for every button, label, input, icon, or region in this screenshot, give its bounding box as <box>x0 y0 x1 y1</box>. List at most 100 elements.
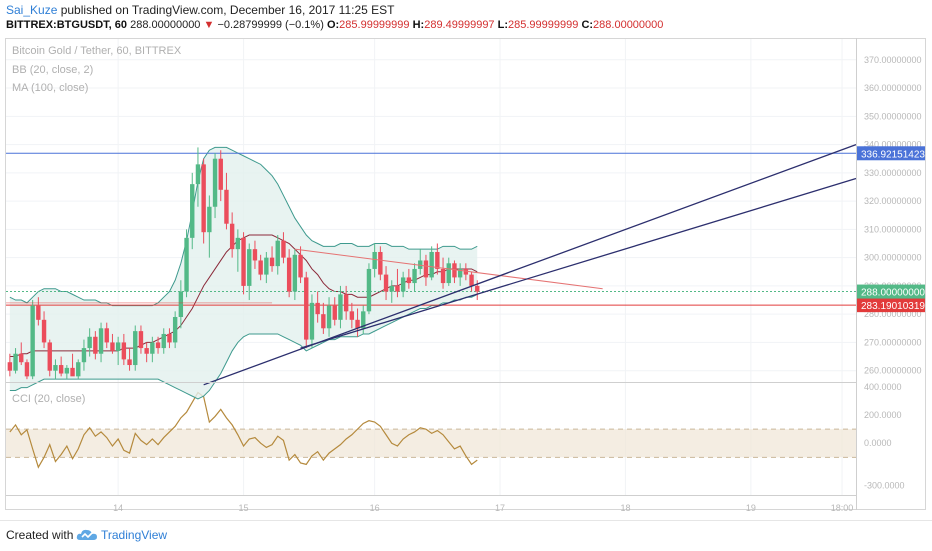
candle-body <box>457 268 463 278</box>
candle-body <box>366 268 372 312</box>
candle-body <box>395 285 400 292</box>
candle <box>64 365 70 380</box>
price-tick-label: 340.00000000 <box>864 140 922 150</box>
candle <box>58 356 64 377</box>
candle <box>440 257 446 289</box>
candle <box>30 300 35 380</box>
candle-body <box>264 257 269 275</box>
candle <box>412 263 417 292</box>
tradingview-cloud-icon <box>76 529 97 540</box>
candle-body <box>121 342 127 360</box>
candle-body <box>224 189 229 224</box>
price-tick-label: 350.00000000 <box>864 111 922 121</box>
candle <box>235 229 241 272</box>
candle-body <box>184 237 189 292</box>
candle-body <box>298 254 303 278</box>
ohlc-bar: BITTREX:BTGUSDT, 60 288.00000000 ▼ −0.28… <box>6 19 663 31</box>
candle-body <box>355 319 360 329</box>
candle-body <box>7 362 13 371</box>
candle <box>469 271 474 292</box>
candle-body <box>446 263 451 284</box>
time-tick-label: 15 <box>239 503 249 513</box>
candle <box>349 302 355 329</box>
candle <box>315 291 320 323</box>
candle-body <box>349 311 355 320</box>
candle-body <box>110 342 115 351</box>
candle-body <box>429 251 434 278</box>
candle-body <box>269 257 275 267</box>
candle-body <box>207 206 212 233</box>
tradingview-brand[interactable]: TradingView <box>101 528 168 542</box>
candle-body <box>53 365 58 371</box>
candle <box>87 328 92 357</box>
last-price: 288.00000000 <box>130 19 201 31</box>
candle <box>150 336 155 363</box>
candle-body <box>133 331 138 366</box>
candle <box>41 311 47 349</box>
candle-body <box>81 348 87 363</box>
candle-body <box>378 251 383 275</box>
candle <box>207 195 212 258</box>
price-tick-label: 330.00000000 <box>864 168 922 178</box>
legend-bb: BB (20, close, 2) <box>12 64 93 76</box>
open-value: 285.99999999 <box>339 19 410 31</box>
candle <box>463 263 469 281</box>
candle-body <box>155 342 161 349</box>
candle-body <box>281 240 286 258</box>
candle-body <box>452 263 457 278</box>
candle-body <box>167 333 172 343</box>
candle <box>258 254 263 281</box>
low-value: 285.99999999 <box>508 19 579 31</box>
candle <box>292 249 298 301</box>
candle <box>281 232 286 264</box>
candle <box>383 266 389 301</box>
candle <box>93 331 98 360</box>
candle <box>446 257 451 286</box>
candle <box>338 285 343 329</box>
bb-lower-line <box>9 293 478 400</box>
candle-body <box>195 164 201 185</box>
candle <box>252 240 258 269</box>
chart-area[interactable]: 260.00000000270.00000000280.00000000290.… <box>0 0 932 520</box>
candle <box>178 280 184 329</box>
candle <box>144 342 149 363</box>
candle-body <box>218 158 223 190</box>
support-price-label: 283.19010319 <box>861 301 925 312</box>
candle <box>275 235 280 275</box>
outer-trendline <box>203 143 857 386</box>
candle-body <box>178 291 184 317</box>
candle-body <box>309 302 315 340</box>
candle <box>53 359 58 380</box>
candle <box>104 322 109 349</box>
candle <box>366 263 372 315</box>
candle-body <box>389 285 394 292</box>
candle-body <box>412 268 417 284</box>
candle <box>47 339 52 377</box>
close-label: C: <box>581 19 594 31</box>
time-tick-label: 19 <box>746 503 756 513</box>
close-value: 288.00000000 <box>593 19 664 31</box>
candle-body <box>76 362 81 377</box>
candle-body <box>30 305 35 377</box>
candle <box>264 251 269 284</box>
created-with-label: Created with <box>6 528 74 542</box>
time-tick-label: 18:00 <box>831 503 854 513</box>
candle-body <box>418 260 423 269</box>
candle-body <box>212 158 218 207</box>
candle <box>19 342 24 366</box>
candle <box>190 172 195 250</box>
candle-body <box>127 359 132 366</box>
candle-body <box>241 237 246 286</box>
author-link[interactable]: Sai_Kuze <box>6 3 58 17</box>
candle-body <box>138 331 144 349</box>
candle-body <box>47 342 52 371</box>
candle-body <box>13 353 18 371</box>
candle <box>13 348 18 374</box>
candle-body <box>58 365 64 374</box>
candle-body <box>235 237 241 250</box>
time-tick-label: 17 <box>495 503 505 513</box>
candle-body <box>144 348 149 354</box>
candle <box>355 308 360 337</box>
candle-body <box>201 164 206 233</box>
candle-body <box>115 342 121 351</box>
